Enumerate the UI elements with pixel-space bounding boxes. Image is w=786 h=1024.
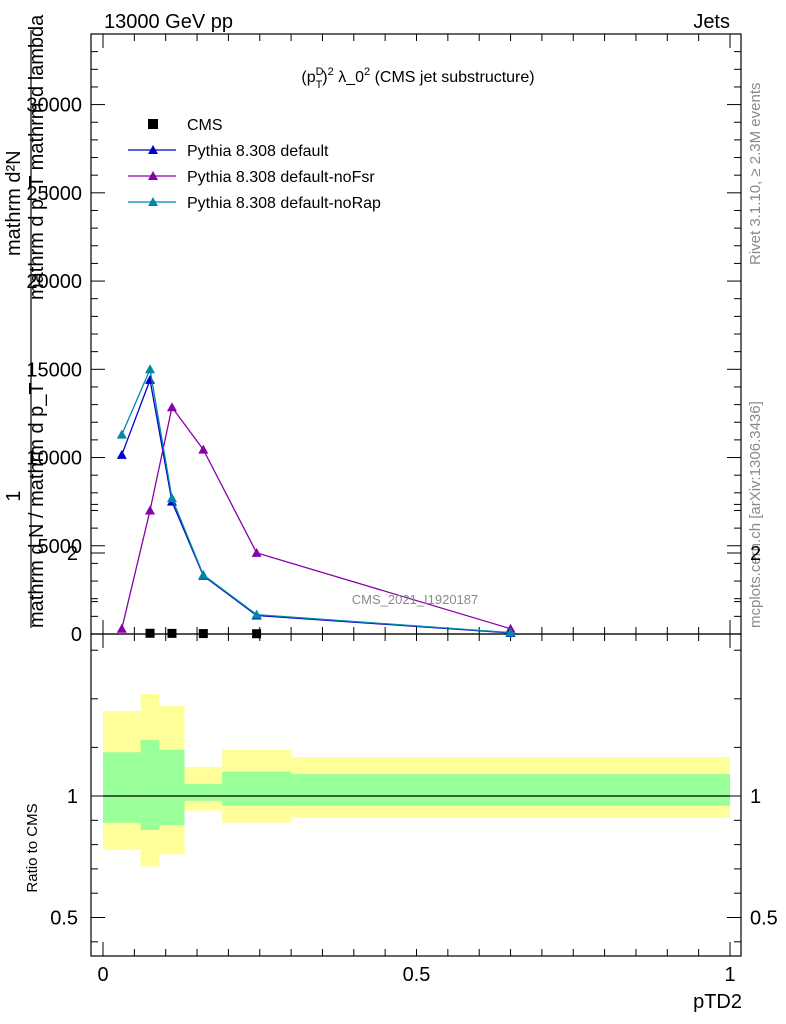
data-point <box>252 629 262 639</box>
ratio-y-label: Ratio to CMS <box>24 803 41 892</box>
legend-marker <box>148 119 158 129</box>
ratio-band-inner-4 <box>222 771 292 806</box>
y-label-numerator: 1 <box>3 490 25 501</box>
y-tick-label: 15000 <box>26 359 82 381</box>
data-point <box>116 623 127 633</box>
mcplots-label: mcplots.cern.ch [arXiv:1306.3436] <box>747 401 764 628</box>
data-point <box>167 628 177 638</box>
legend-marker <box>148 145 158 154</box>
legend-label: Pythia 8.308 default-noFsr <box>187 169 375 186</box>
legend-item-0: CMS <box>148 117 223 134</box>
legend-item-2: Pythia 8.308 default-noFsr <box>128 169 375 186</box>
series-layer <box>116 364 516 639</box>
ratio-band-inner-0 <box>103 752 141 823</box>
x-tick-label: 0 <box>97 964 108 986</box>
legend-label: CMS <box>187 117 223 134</box>
data-point <box>166 402 177 412</box>
y-tick-label: 5000 <box>38 536 83 558</box>
axes: 0 0.5 1 0 5000 10000 15000 20000 25000 30000 0.5 0.… <box>26 33 778 986</box>
data-point <box>251 609 262 619</box>
legend-marker <box>148 171 158 180</box>
series-line <box>121 377 511 634</box>
watermark: CMS_2021_I1920187 <box>352 592 479 607</box>
data-point <box>145 505 156 515</box>
y-label-denominator: mathrm d N / mathrm d p_T <box>26 382 48 628</box>
series-0 <box>145 628 262 639</box>
series-2 <box>116 402 516 633</box>
x-tick-label: 1 <box>724 964 735 986</box>
y-tick-label: 30000 <box>26 95 82 117</box>
rivet-label: Rivet 3.1.10, ≥ 2.3M events <box>747 83 764 266</box>
ratio-tick-label-left: 0.5 <box>50 908 78 930</box>
data-point <box>116 449 127 459</box>
x-axis-label: pTD2 <box>693 991 742 1013</box>
header-right: Jets <box>693 11 730 33</box>
x-tick-label: 0.5 <box>403 964 431 986</box>
ratio-bands <box>103 693 730 867</box>
y-tick-label: 10000 <box>26 448 82 470</box>
ratio-band-inner-1 <box>140 740 160 831</box>
y-tick-label: 0 <box>71 624 82 646</box>
series-line <box>121 405 511 630</box>
ratio-band-inner-3 <box>184 783 223 801</box>
data-point <box>198 444 209 454</box>
ratio-tick-label-right: 2 <box>750 543 761 565</box>
y-tick-label: 25000 <box>26 183 82 205</box>
legend-item-3: Pythia 8.308 default-noRap <box>128 195 381 212</box>
legend-marker <box>148 197 158 206</box>
legend: CMS Pythia 8.308 default Pythia 8.308 defa… <box>128 117 381 212</box>
legend-item-1: Pythia 8.308 default <box>128 143 329 160</box>
ratio-tick-label-right: 0.5 <box>750 908 778 930</box>
legend-label: Pythia 8.308 default <box>187 143 329 160</box>
data-point <box>251 547 262 557</box>
data-point <box>505 627 516 637</box>
data-point <box>145 364 156 374</box>
series-line <box>121 367 511 634</box>
y-tick-label: 20000 <box>26 271 82 293</box>
ratio-band-inner-2 <box>159 749 185 826</box>
chart-title: (pD T)2 λ_02 (CMS jet substructure) <box>301 66 534 91</box>
legend-label: Pythia 8.308 default-noRap <box>187 195 381 212</box>
data-point <box>198 629 208 639</box>
data-point <box>166 493 177 503</box>
ratio-tick-label-left: 1 <box>67 786 78 808</box>
data-point <box>145 628 155 638</box>
y-label-numerator-2: mathrm d²N <box>3 150 25 256</box>
data-point <box>198 569 209 579</box>
ratio-band-inner-5 <box>291 774 730 806</box>
y-label-denominator-2: mathrm d p_T mathrm d lambda <box>26 14 48 300</box>
header-left: 13000 GeV pp <box>104 11 233 33</box>
ratio-tick-label-right: 1 <box>750 786 761 808</box>
data-point <box>116 429 127 439</box>
ratio-tick-label-left: 2 <box>67 543 78 565</box>
y-axis-label: 1 mathrm d N / mathrm d p_T mathrm d²N m… <box>3 14 48 628</box>
series-3 <box>116 364 516 637</box>
